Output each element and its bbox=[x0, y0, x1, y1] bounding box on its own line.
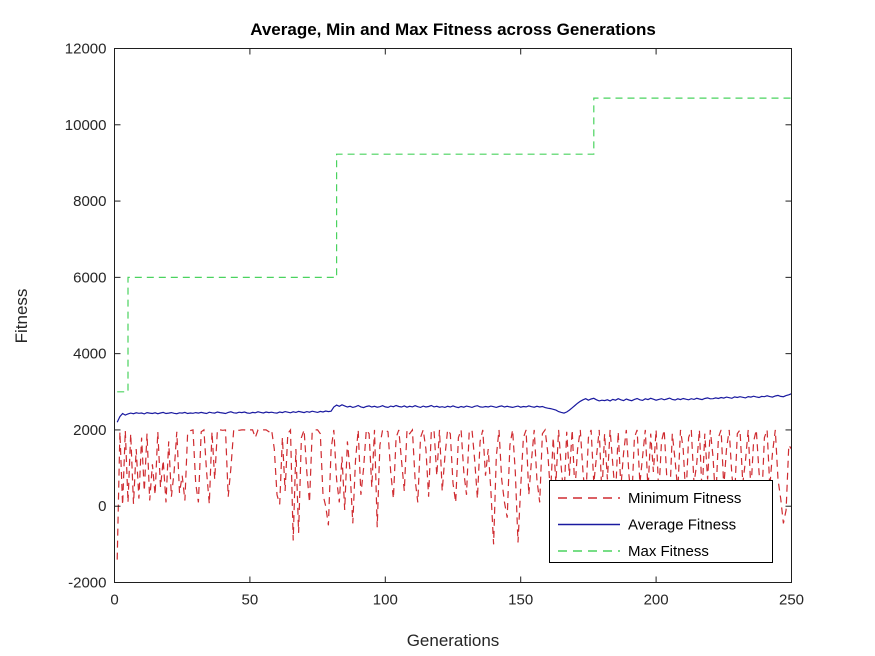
series-line-0 bbox=[116, 428, 792, 560]
y-tick-label: 2000 bbox=[73, 422, 106, 439]
legend-entry-label: Minimum Fitness bbox=[628, 490, 741, 507]
series-line-2 bbox=[117, 97, 792, 393]
axes-box bbox=[114, 48, 792, 583]
legend: Minimum Fitness Average Fitness Max Fitnes… bbox=[549, 480, 773, 563]
series-layer bbox=[116, 97, 792, 560]
x-tick-label: 100 bbox=[373, 592, 398, 609]
series-line-1 bbox=[116, 393, 792, 423]
y-tick-label: 12000 bbox=[65, 41, 107, 58]
x-tick-label: 50 bbox=[242, 592, 259, 609]
x-axis-label: Generations bbox=[407, 631, 500, 650]
x-tick-label: 0 bbox=[110, 592, 118, 609]
y-tick-label: 6000 bbox=[73, 269, 106, 286]
legend-entry-label: Average Fitness bbox=[628, 517, 736, 534]
y-tick-label: 0 bbox=[98, 498, 106, 515]
text-layer: Average, Min and Max Fitness across Gene… bbox=[12, 20, 656, 650]
legend-box bbox=[549, 480, 773, 563]
y-axis-label: Fitness bbox=[12, 289, 31, 344]
y-tick-label: 4000 bbox=[73, 346, 106, 363]
y-tick-label: -2000 bbox=[68, 575, 106, 592]
chart-title: Average, Min and Max Fitness across Gene… bbox=[250, 20, 656, 39]
x-tick-label: 200 bbox=[644, 592, 669, 609]
axes-layer: 0 50 100 150 200 250-200002000400060008000100… bbox=[65, 41, 804, 609]
legend-entry-label: Max Fitness bbox=[628, 543, 709, 560]
y-tick-label: 10000 bbox=[65, 117, 107, 134]
x-tick-label: 150 bbox=[508, 592, 533, 609]
y-tick-label: 8000 bbox=[73, 193, 106, 210]
x-tick-label: 250 bbox=[779, 592, 804, 609]
